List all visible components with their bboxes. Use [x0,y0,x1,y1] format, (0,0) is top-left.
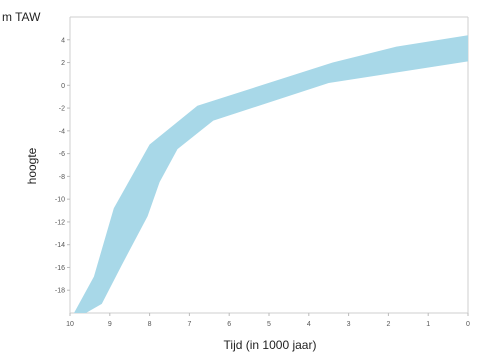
y-tick-label: -6 [59,151,65,158]
x-tick-group: 10 9 8 7 6 5 4 3 2 1 0 [66,313,470,328]
y-axis-title: hoogte [25,147,39,184]
unit-label: m TAW [2,10,41,24]
y-tick-label: -4 [59,128,65,135]
x-tick-label: 3 [347,321,351,328]
x-tick-label: 1 [426,321,430,328]
y-tick-group: 4 2 0 -2 -4 -6 -8 -10 -12 -14 -16 -18 [55,37,70,295]
y-tick-label: 0 [61,83,65,90]
y-tick-label: -18 [55,288,65,295]
x-tick-label: 10 [66,321,74,328]
y-tick-label: -2 [59,106,65,113]
x-tick-label: 2 [386,321,390,328]
y-tick-label: 2 [61,60,65,67]
y-tick-label: -16 [55,265,65,272]
y-tick-label: -8 [59,174,65,181]
x-axis-title: Tijd (in 1000 jaar) [224,338,317,352]
y-tick-label: -10 [55,197,65,204]
x-tick-label: 5 [267,321,271,328]
elevation-band [74,35,468,313]
x-tick-label: 7 [187,321,191,328]
x-tick-label: 0 [466,321,470,328]
y-tick-label: -14 [55,242,65,249]
x-tick-label: 8 [148,321,152,328]
y-tick-label: -12 [55,219,65,226]
x-tick-label: 4 [307,321,311,328]
x-tick-label: 9 [108,321,112,328]
x-tick-label: 6 [227,321,231,328]
y-tick-label: 4 [61,37,65,44]
